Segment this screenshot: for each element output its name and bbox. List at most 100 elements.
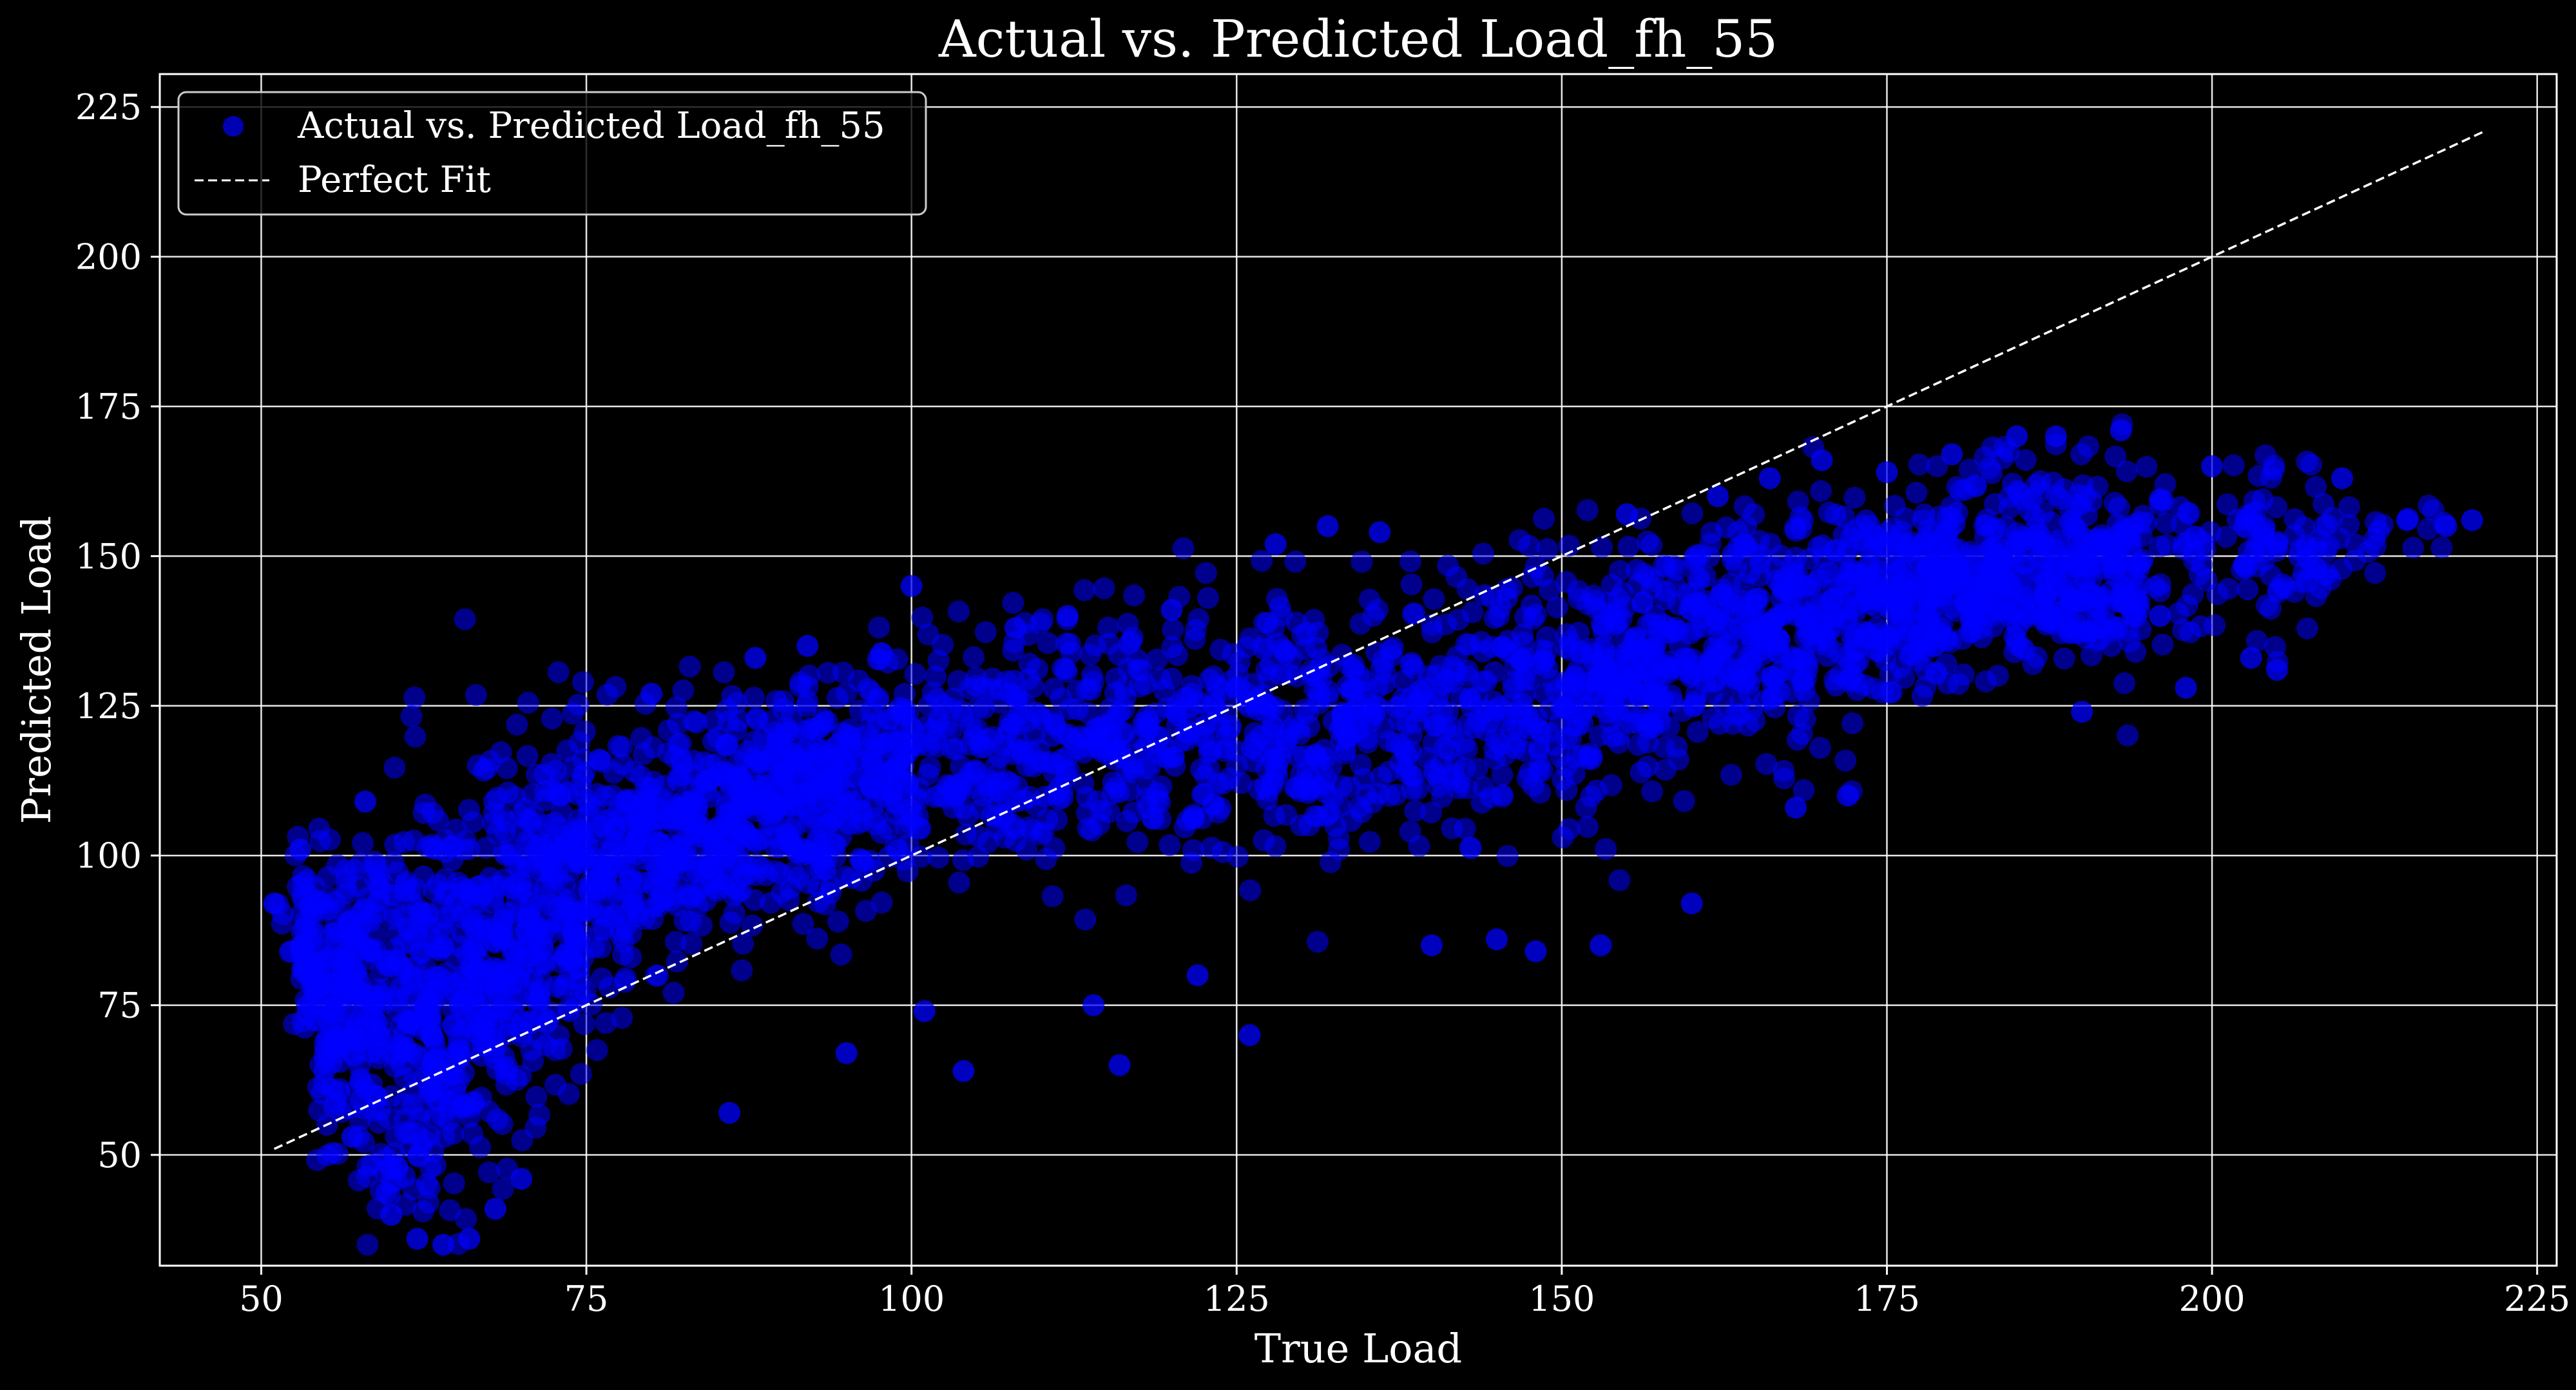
data-point [743,687,765,709]
data-point [1399,550,1421,573]
grid [160,74,2557,1266]
data-point [525,1085,548,1108]
data-point [909,817,932,840]
data-point [317,866,340,888]
data-point [904,663,927,685]
data-point [1555,779,1578,801]
data-point [1483,607,1506,629]
data-point [1818,501,1840,524]
data-point [727,766,749,788]
data-point [1433,737,1456,759]
data-point [2123,599,2145,621]
data-point [2128,553,2151,575]
data-point [1206,675,1229,698]
data-point [1483,747,1506,770]
data-point [806,738,829,761]
data-point [390,1053,412,1076]
data-point [1558,535,1581,557]
data-point [1349,613,1372,635]
data-point [1158,834,1181,857]
data-point [620,946,642,969]
data-point [302,970,325,993]
data-point [773,690,794,712]
data-point [1947,672,1970,695]
data-point [1576,499,1599,522]
data-point [732,933,755,955]
data-point [2305,476,2327,498]
data-point [1773,767,1796,790]
data-point [1919,616,1942,638]
data-point [973,697,995,719]
data-point [1737,714,1760,737]
x-tick-label: 200 [2179,1279,2245,1319]
data-point [1263,616,1285,639]
data-point [1604,684,1626,707]
data-point [2245,630,2268,652]
data-point [833,865,856,888]
data-point [1458,633,1481,656]
x-tick-label: 175 [1854,1279,1920,1319]
data-point [2179,621,2202,643]
data-point [1274,642,1296,665]
data-point [380,1204,403,1226]
data-point [514,797,536,820]
data-point [2111,583,2133,605]
data-point [1580,785,1602,808]
data-point [1032,751,1055,773]
data-point [959,715,982,738]
data-point [1312,773,1335,795]
data-point [1056,605,1079,627]
data-point [718,1101,741,1124]
data-point [2081,490,2103,512]
data-point [1157,697,1179,719]
data-point [705,868,727,891]
data-point [1686,721,1709,743]
data-point [1620,636,1643,659]
data-point [851,810,874,832]
data-point [807,875,830,898]
data-point [1617,535,1640,558]
data-point [439,1199,461,1221]
data-point [2233,515,2255,538]
data-point [1673,790,1695,812]
data-point [570,1063,592,1085]
data-point [858,850,881,872]
data-point [1349,754,1372,776]
data-point [452,838,474,861]
data-point [1184,618,1207,641]
data-point [286,875,309,898]
data-point [1682,695,1704,718]
data-point [724,832,746,855]
data-point [383,756,406,779]
data-point [729,857,751,879]
data-point [1809,737,1831,759]
data-point [769,862,792,885]
data-point [1513,669,1535,692]
data-point [387,1157,409,1180]
data-point [506,713,528,736]
data-point [1785,796,1807,819]
data-point [898,833,920,856]
data-point [632,743,655,765]
data-point [1123,584,1146,607]
data-point [2402,537,2425,559]
legend: Actual vs. Predicted Load_fh_55 Perfect … [177,91,927,216]
data-point [2068,591,2091,613]
data-point [812,712,834,734]
data-point [2260,564,2282,587]
data-point [1204,694,1226,717]
x-axis-ticks: 50 75 100 125 150 175 200 225 [239,1266,2570,1319]
data-point [1589,671,1611,694]
x-axis-label: True Load [1254,1325,1462,1372]
data-point [615,967,637,989]
data-point [406,1228,428,1250]
data-point [1998,497,2021,519]
data-point [822,766,845,788]
data-point [1961,620,1984,643]
data-point [443,1172,465,1195]
data-point [999,709,1021,732]
data-point [495,757,518,779]
data-point [403,686,426,709]
data-point [301,920,323,943]
data-point [426,1076,448,1098]
